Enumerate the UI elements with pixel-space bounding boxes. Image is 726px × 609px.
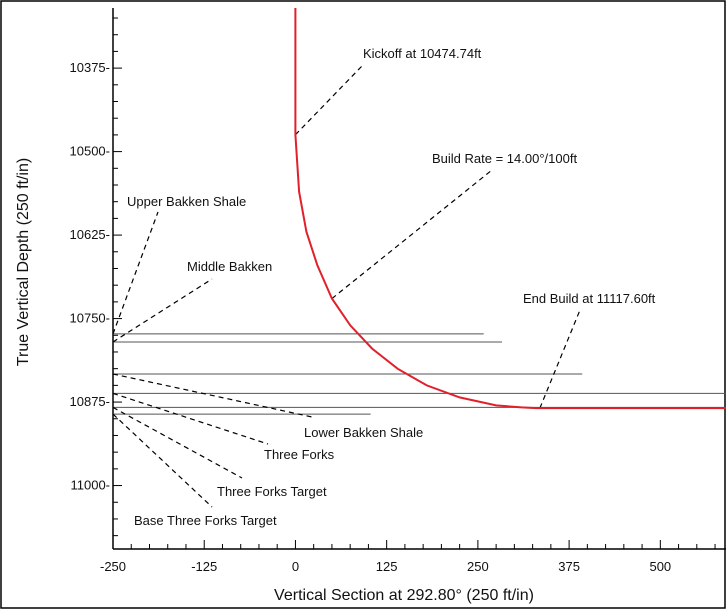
build-rate-label: Build Rate = 14.00°/100ft	[432, 151, 577, 166]
y-axis-title: True Vertical Depth (250 ft/in)	[15, 158, 32, 366]
x-tick-label: -125	[191, 559, 217, 574]
upper-bakken-shale-label: Upper Bakken Shale	[127, 194, 246, 209]
lower-bakken-shale-label: Lower Bakken Shale	[304, 425, 423, 440]
x-tick-label: 500	[649, 559, 671, 574]
three-forks-leader	[112, 392, 269, 445]
series-layer	[294, 8, 726, 410]
y-tick-label: 10875-	[70, 394, 110, 409]
kickoff-label: Kickoff at 10474.74ft	[363, 46, 482, 61]
upper-bakken-leader	[112, 211, 159, 335]
kickoff-leader	[295, 65, 363, 136]
x-axis-title: Vertical Section at 292.80° (250 ft/in)	[274, 587, 534, 604]
three-forks-target-leader	[112, 406, 243, 479]
three-forks-target-label: Three Forks Target	[217, 484, 327, 499]
y-tick-label: 10375-	[70, 60, 110, 75]
y-tick-label: 10500-	[70, 144, 110, 159]
axes-layer	[112, 8, 726, 550]
y-tick-label: 11000-	[70, 478, 110, 493]
base-three-forks-leader	[112, 413, 213, 508]
x-tick-label: -250	[100, 559, 126, 574]
y-tick-label: 10750-	[70, 311, 110, 326]
x-tick-label: 125	[376, 559, 398, 574]
base-three-forks-target-label: Base Three Forks Target	[134, 513, 277, 528]
x-tick-label: 0	[292, 559, 299, 574]
annotation-leaders	[112, 65, 581, 508]
lower-bakken-leader	[112, 373, 313, 418]
three-forks-label: Three Forks	[264, 447, 335, 462]
well-path-line	[294, 8, 726, 410]
middle-bakken-label: Middle Bakken	[187, 259, 272, 274]
end-build-label: End Build at 11117.60ft	[523, 291, 656, 306]
x-tick-label: 375	[558, 559, 580, 574]
tick-labels: 10375- 10500- 10625- 10750- 10875- 11000- -250…	[70, 60, 672, 574]
x-tick-label: 250	[467, 559, 489, 574]
y-tick-label: 10625-	[70, 227, 110, 242]
build-rate-leader	[331, 169, 493, 300]
middle-bakken-leader	[112, 278, 213, 343]
